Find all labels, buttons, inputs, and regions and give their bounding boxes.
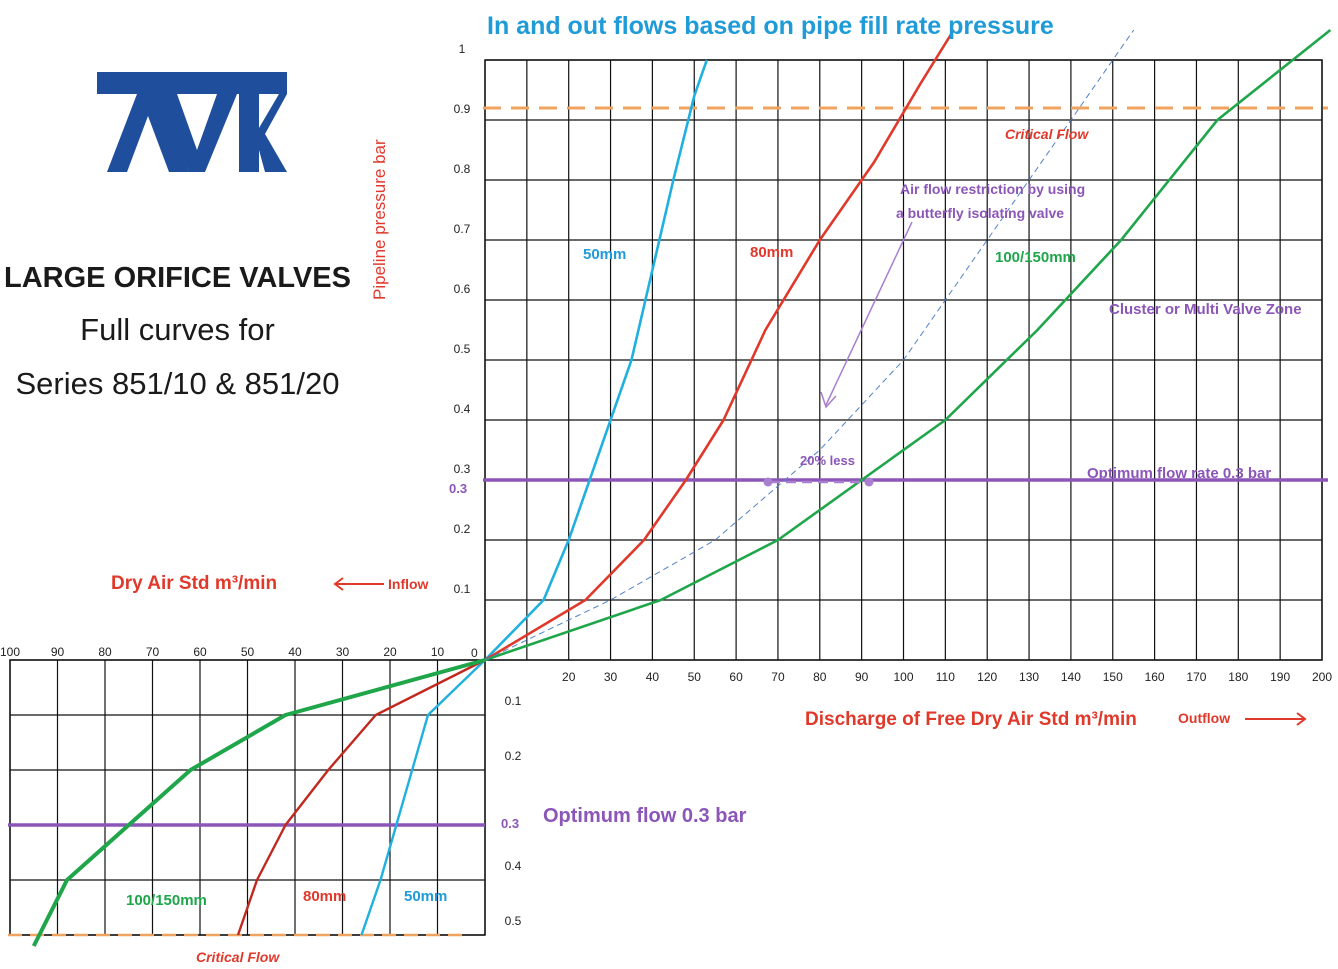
lower-series-line-0 <box>360 659 486 936</box>
outflow-label: Outflow <box>1178 710 1231 726</box>
twenty-percent-marker-end <box>864 477 874 487</box>
y-axis-label: Pipeline pressure bar <box>370 139 389 300</box>
outflow-arrow-head <box>1296 712 1307 726</box>
upper-y-tick-label: 1 <box>459 42 466 56</box>
x-axis-label-outflow: Discharge of Free Dry Air Std m³/min <box>805 709 1137 730</box>
cluster-zone-label: Cluster or Multi Valve Zone <box>1109 301 1302 318</box>
lower-series-line-2 <box>31 658 486 947</box>
lower-y-tick-label: 0.1 <box>505 694 522 708</box>
twenty-percent-less-label: 20% less <box>800 453 855 468</box>
lower-y-tick-label: 0.2 <box>505 749 522 763</box>
upper-x-tick-label: 180 <box>1228 670 1248 684</box>
upper-x-tick-label: 40 <box>646 670 660 684</box>
restriction-arrow-line <box>825 221 913 406</box>
upper-y-tick-label: 0.5 <box>454 342 471 356</box>
side-subtitle-2: Series 851/10 & 851/20 <box>15 366 340 401</box>
upper-x-tick-label: 30 <box>604 670 618 684</box>
optimum-y-label-upper: 0.3 <box>449 481 468 496</box>
lower-x-tick-label: 80 <box>98 645 112 659</box>
lower-plot-frame <box>9 659 486 936</box>
arrows <box>333 221 1307 726</box>
upper-x-tick-label: 140 <box>1061 670 1081 684</box>
series-label-50mm: 50mm <box>583 246 627 263</box>
lower-series-label-50mm: 50mm <box>404 888 448 905</box>
restriction-note-line2: a butterfly isolating valve <box>896 205 1065 221</box>
upper-series-line-1 <box>484 29 955 662</box>
upper-x-tick-label: 90 <box>855 670 869 684</box>
upper-x-tick-label: 150 <box>1103 670 1123 684</box>
inflow-arrow-head <box>333 577 344 591</box>
upper-y-tick-label: 0.4 <box>454 402 471 416</box>
upper-x-tick-label: 170 <box>1186 670 1206 684</box>
lower-x-tick-label: 60 <box>193 645 207 659</box>
lower-x-tick-label: 10 <box>431 645 445 659</box>
optimum-y-label-lower: 0.3 <box>501 816 520 831</box>
upper-x-tick-label: 110 <box>936 670 955 684</box>
lower-series-label-100-150mm: 100/150mm <box>126 892 207 909</box>
upper-y-tick-label: 0.8 <box>454 162 471 176</box>
lower-x-tick-label: 70 <box>146 645 160 659</box>
side-heading: LARGE ORIFICE VALVES <box>4 262 351 294</box>
upper-x-tick-label: 50 <box>688 670 702 684</box>
lower-x-tick-label: 30 <box>336 645 350 659</box>
inflow-label: Inflow <box>388 576 429 592</box>
optimum-flow-rate-label: Optimum flow rate 0.3 bar <box>1087 465 1272 482</box>
series-label-100-150mm: 100/150mm <box>995 249 1076 266</box>
twenty-percent-marker-start <box>763 477 773 487</box>
upper-series-line-3 <box>484 29 1135 661</box>
upper-plot-frame <box>484 59 1323 661</box>
lower-x-tick-label: 40 <box>288 645 302 659</box>
tick-labels: 20 30 40 50 60 70 80 90 100 110 120 130 140 150 160 170… <box>0 42 1332 928</box>
upper-y-tick-label: 0.3 <box>454 462 471 476</box>
upper-x-tick-label: 120 <box>977 670 997 684</box>
series-lines <box>31 28 1332 947</box>
lower-series-line-1 <box>236 658 486 936</box>
chart-title: In and out flows based on pipe fill rate… <box>487 12 1054 40</box>
upper-series-line-2 <box>484 28 1332 662</box>
origin-label: 0 <box>471 646 478 660</box>
series-label-80mm: 80mm <box>750 244 794 261</box>
avk-logo <box>97 72 287 172</box>
lower-x-tick-label: 100 <box>0 645 20 659</box>
upper-y-tick-label: 0.6 <box>454 282 471 296</box>
upper-x-tick-label: 100 <box>893 670 913 684</box>
upper-x-tick-label: 160 <box>1145 670 1165 684</box>
upper-x-tick-label: 190 <box>1270 670 1290 684</box>
upper-y-tick-label: 0.2 <box>454 522 471 536</box>
critical-flow-label-lower: Critical Flow <box>196 949 280 965</box>
upper-y-tick-label: 0.7 <box>454 222 471 236</box>
lower-x-tick-label: 90 <box>51 645 65 659</box>
upper-x-tick-label: 70 <box>771 670 785 684</box>
lower-x-tick-label: 20 <box>383 645 397 659</box>
x-axis-label-inflow: Dry Air Std m³/min <box>111 573 278 594</box>
upper-y-tick-label: 0.9 <box>454 102 471 116</box>
upper-x-tick-label: 20 <box>562 670 576 684</box>
upper-x-tick-label: 130 <box>1019 670 1039 684</box>
critical-flow-label-upper: Critical Flow <box>1005 126 1089 142</box>
upper-y-tick-label: 0.1 <box>454 582 471 596</box>
upper-x-tick-label: 200 <box>1312 670 1332 684</box>
upper-series-line-0 <box>484 59 709 661</box>
lower-x-tick-label: 50 <box>241 645 255 659</box>
restriction-note-line1: Air flow restriction by using <box>900 181 1086 197</box>
restriction-arrow-head <box>820 391 837 409</box>
optimum-flow-label: Optimum flow 0.3 bar <box>543 805 747 827</box>
lower-y-tick-label: 0.4 <box>505 859 522 873</box>
upper-x-tick-label: 60 <box>729 670 743 684</box>
upper-x-tick-label: 80 <box>813 670 827 684</box>
lower-series-label-80mm: 80mm <box>303 888 347 905</box>
lower-y-tick-label: 0.5 <box>505 914 522 928</box>
side-subtitle-1: Full curves for <box>80 312 275 347</box>
